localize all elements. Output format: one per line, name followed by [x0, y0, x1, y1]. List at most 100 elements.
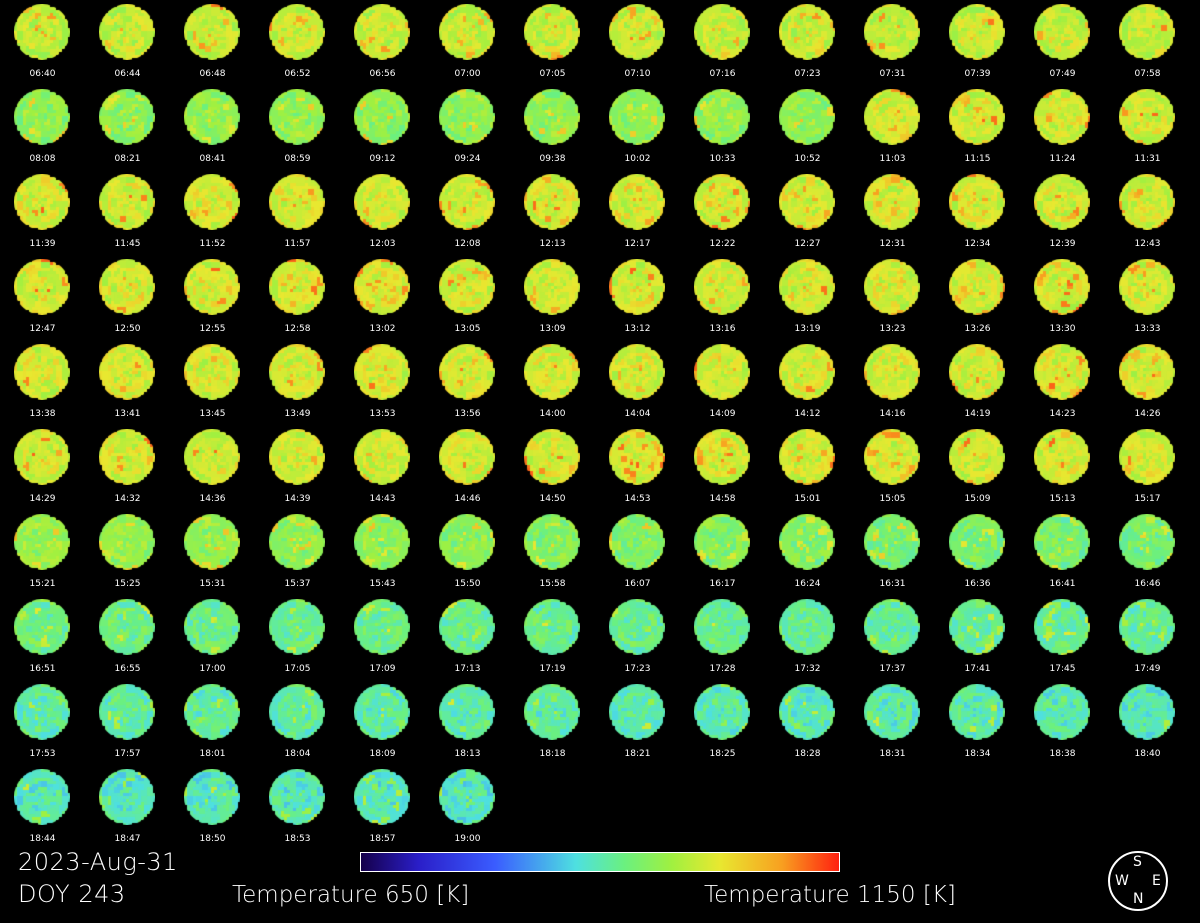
sky-frame[interactable]: 13:02 [340, 255, 425, 340]
sky-frame[interactable]: 14:46 [425, 425, 510, 510]
sky-frame[interactable]: 13:41 [85, 340, 170, 425]
sky-frame[interactable]: 18:04 [255, 680, 340, 765]
sky-frame[interactable]: 12:43 [1105, 170, 1190, 255]
sky-frame[interactable]: 08:41 [170, 85, 255, 170]
sky-frame[interactable]: 12:47 [0, 255, 85, 340]
sky-frame[interactable]: 18:38 [1020, 680, 1105, 765]
sky-frame[interactable]: 18:28 [765, 680, 850, 765]
sky-frame[interactable]: 16:55 [85, 595, 170, 680]
sky-frame[interactable]: 17:41 [935, 595, 1020, 680]
sky-frame[interactable]: 15:37 [255, 510, 340, 595]
sky-frame[interactable]: 14:26 [1105, 340, 1190, 425]
sky-frame[interactable]: 07:10 [595, 0, 680, 85]
sky-frame[interactable]: 17:00 [170, 595, 255, 680]
sky-frame[interactable]: 07:16 [680, 0, 765, 85]
sky-frame[interactable]: 17:19 [510, 595, 595, 680]
sky-frame[interactable]: 09:12 [340, 85, 425, 170]
sky-frame[interactable]: 18:25 [680, 680, 765, 765]
sky-frame[interactable]: 14:39 [255, 425, 340, 510]
sky-frame[interactable]: 11:15 [935, 85, 1020, 170]
sky-frame[interactable]: 17:23 [595, 595, 680, 680]
sky-frame[interactable]: 13:38 [0, 340, 85, 425]
sky-frame[interactable]: 08:59 [255, 85, 340, 170]
sky-frame[interactable]: 14:32 [85, 425, 170, 510]
sky-frame[interactable]: 12:55 [170, 255, 255, 340]
sky-frame[interactable]: 07:58 [1105, 0, 1190, 85]
sky-frame[interactable]: 16:24 [765, 510, 850, 595]
sky-frame[interactable]: 15:50 [425, 510, 510, 595]
sky-frame[interactable]: 14:43 [340, 425, 425, 510]
sky-frame[interactable]: 12:39 [1020, 170, 1105, 255]
sky-frame[interactable]: 15:21 [0, 510, 85, 595]
sky-frame[interactable]: 14:50 [510, 425, 595, 510]
sky-frame[interactable]: 12:31 [850, 170, 935, 255]
sky-frame[interactable]: 14:29 [0, 425, 85, 510]
sky-frame[interactable]: 18:40 [1105, 680, 1190, 765]
sky-frame[interactable]: 06:56 [340, 0, 425, 85]
sky-frame[interactable]: 13:30 [1020, 255, 1105, 340]
sky-frame[interactable]: 07:31 [850, 0, 935, 85]
sky-frame[interactable]: 15:31 [170, 510, 255, 595]
sky-frame[interactable]: 14:00 [510, 340, 595, 425]
sky-frame[interactable]: 17:45 [1020, 595, 1105, 680]
sky-frame[interactable]: 16:17 [680, 510, 765, 595]
sky-frame[interactable]: 18:34 [935, 680, 1020, 765]
sky-frame[interactable]: 13:26 [935, 255, 1020, 340]
sky-frame[interactable]: 12:34 [935, 170, 1020, 255]
sky-frame[interactable]: 17:05 [255, 595, 340, 680]
sky-frame[interactable]: 13:12 [595, 255, 680, 340]
sky-frame[interactable]: 09:24 [425, 85, 510, 170]
sky-frame[interactable]: 12:03 [340, 170, 425, 255]
sky-frame[interactable]: 10:02 [595, 85, 680, 170]
sky-frame[interactable]: 14:09 [680, 340, 765, 425]
sky-frame[interactable]: 14:12 [765, 340, 850, 425]
sky-frame[interactable]: 12:27 [765, 170, 850, 255]
sky-frame[interactable]: 15:43 [340, 510, 425, 595]
sky-frame[interactable]: 10:52 [765, 85, 850, 170]
sky-frame[interactable]: 12:17 [595, 170, 680, 255]
sky-frame[interactable]: 13:09 [510, 255, 595, 340]
sky-frame[interactable]: 11:03 [850, 85, 935, 170]
sky-frame[interactable]: 15:13 [1020, 425, 1105, 510]
sky-frame[interactable]: 12:50 [85, 255, 170, 340]
sky-frame[interactable]: 11:52 [170, 170, 255, 255]
sky-frame[interactable]: 19:00 [425, 765, 510, 850]
sky-frame[interactable]: 12:22 [680, 170, 765, 255]
sky-frame[interactable]: 17:49 [1105, 595, 1190, 680]
sky-frame[interactable]: 16:07 [595, 510, 680, 595]
sky-frame[interactable]: 14:19 [935, 340, 1020, 425]
sky-frame[interactable]: 12:58 [255, 255, 340, 340]
sky-frame[interactable]: 14:23 [1020, 340, 1105, 425]
sky-frame[interactable]: 18:31 [850, 680, 935, 765]
sky-frame[interactable]: 11:31 [1105, 85, 1190, 170]
sky-frame[interactable]: 13:45 [170, 340, 255, 425]
sky-frame[interactable]: 07:23 [765, 0, 850, 85]
sky-frame[interactable]: 14:58 [680, 425, 765, 510]
sky-frame[interactable]: 14:16 [850, 340, 935, 425]
sky-frame[interactable]: 07:05 [510, 0, 595, 85]
sky-frame[interactable]: 12:08 [425, 170, 510, 255]
sky-frame[interactable]: 14:04 [595, 340, 680, 425]
sky-frame[interactable]: 16:46 [1105, 510, 1190, 595]
sky-frame[interactable]: 06:40 [0, 0, 85, 85]
sky-frame[interactable]: 13:53 [340, 340, 425, 425]
sky-frame[interactable]: 17:32 [765, 595, 850, 680]
sky-frame[interactable]: 17:28 [680, 595, 765, 680]
sky-frame[interactable]: 15:05 [850, 425, 935, 510]
sky-frame[interactable]: 16:36 [935, 510, 1020, 595]
sky-frame[interactable]: 18:18 [510, 680, 595, 765]
sky-frame[interactable]: 15:58 [510, 510, 595, 595]
sky-frame[interactable]: 16:51 [0, 595, 85, 680]
sky-frame[interactable]: 16:31 [850, 510, 935, 595]
sky-frame[interactable]: 07:39 [935, 0, 1020, 85]
sky-frame[interactable]: 14:53 [595, 425, 680, 510]
sky-frame[interactable]: 18:13 [425, 680, 510, 765]
sky-frame[interactable]: 13:33 [1105, 255, 1190, 340]
sky-frame[interactable]: 06:52 [255, 0, 340, 85]
sky-frame[interactable]: 17:53 [0, 680, 85, 765]
sky-frame[interactable]: 18:57 [340, 765, 425, 850]
sky-frame[interactable]: 11:45 [85, 170, 170, 255]
sky-frame[interactable]: 18:44 [0, 765, 85, 850]
sky-frame[interactable]: 08:21 [85, 85, 170, 170]
sky-frame[interactable]: 18:47 [85, 765, 170, 850]
